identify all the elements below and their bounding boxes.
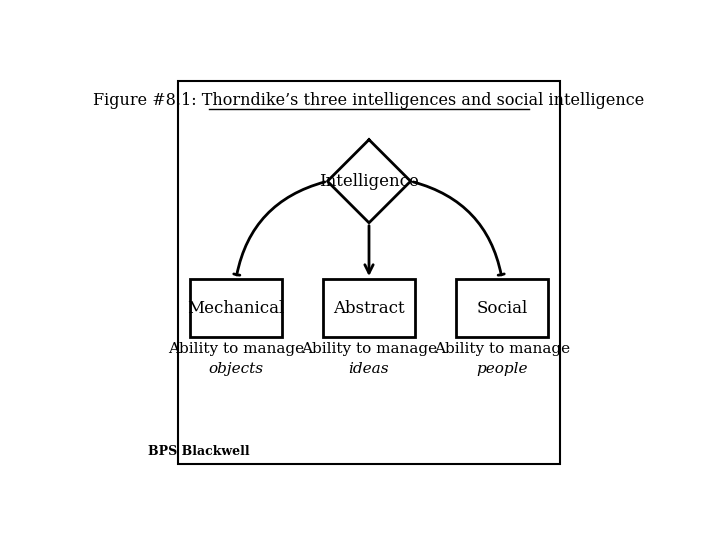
FancyArrowPatch shape: [234, 182, 325, 275]
Text: Abstract: Abstract: [333, 300, 405, 316]
Text: BPS Blackwell: BPS Blackwell: [148, 445, 249, 458]
Text: Intelligence: Intelligence: [319, 173, 419, 190]
Text: people: people: [477, 362, 528, 376]
Text: Mechanical: Mechanical: [187, 300, 284, 316]
Text: Ability to manage: Ability to manage: [168, 342, 304, 356]
Text: objects: objects: [208, 362, 264, 376]
FancyBboxPatch shape: [323, 279, 415, 337]
Text: Ability to manage: Ability to manage: [434, 342, 570, 356]
FancyBboxPatch shape: [190, 279, 282, 337]
FancyBboxPatch shape: [456, 279, 548, 337]
Text: Social: Social: [477, 300, 528, 316]
Text: Ability to manage: Ability to manage: [301, 342, 437, 356]
Text: Figure #8.1: Thorndike’s three intelligences and social intelligence: Figure #8.1: Thorndike’s three intellige…: [94, 92, 644, 109]
Text: ideas: ideas: [348, 362, 390, 376]
FancyArrowPatch shape: [413, 182, 504, 275]
